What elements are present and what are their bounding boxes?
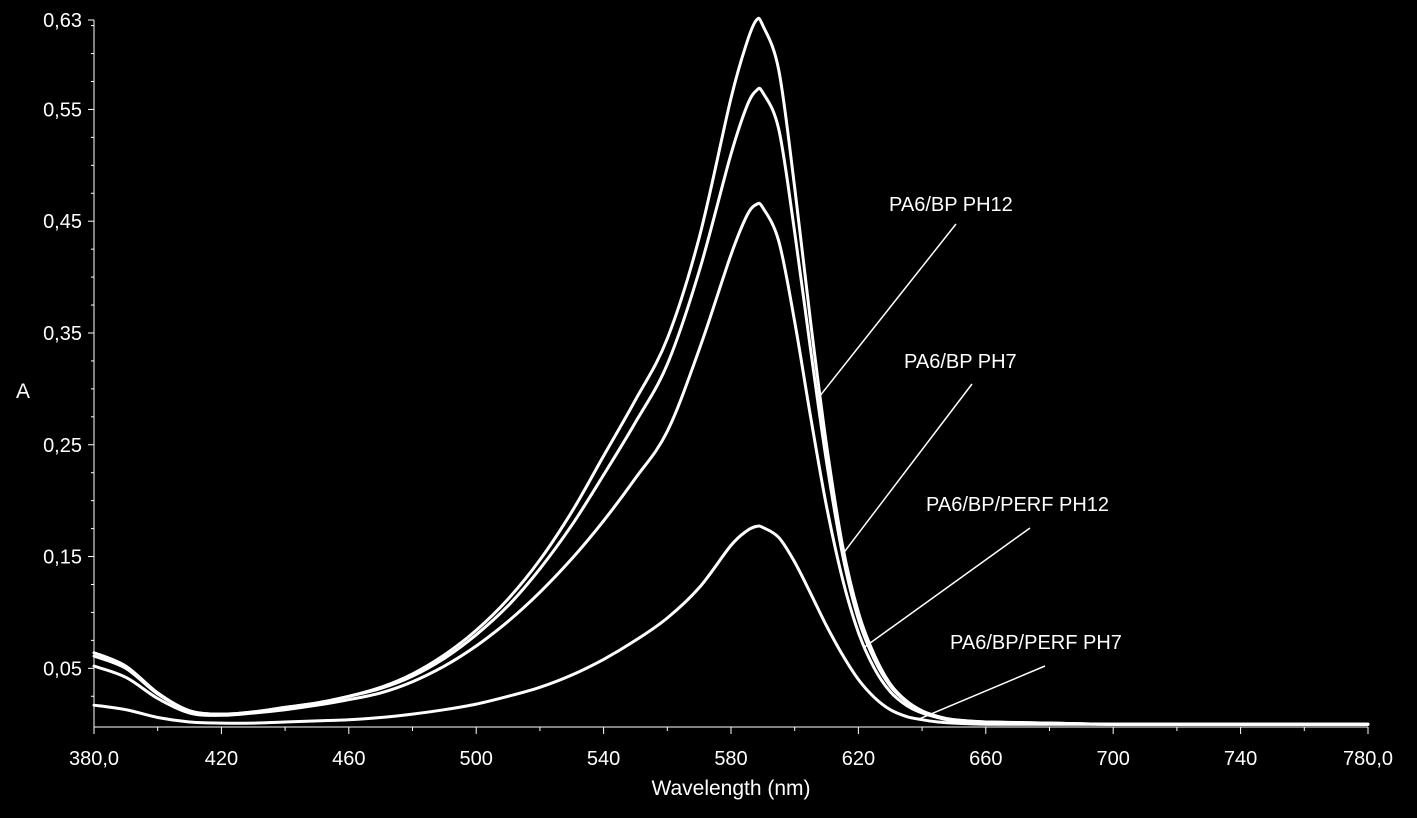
annotation-leader-line xyxy=(864,527,1031,648)
y-axis-title: A xyxy=(16,380,30,403)
x-tick-label: 540 xyxy=(587,748,620,770)
axes-group xyxy=(93,20,1368,728)
y-tick-label: 0,55 xyxy=(43,99,82,121)
annotation-label-pa6-bp-perf-ph12: PA6/BP/PERF PH12 xyxy=(926,494,1109,516)
series-line-pa6-bp-ph12 xyxy=(92,16,1370,726)
x-tick-label: 500 xyxy=(460,748,493,770)
annotations-group: PA6/BP PH12 PA6/BP PH7 PA6/BP/PERF PH12 PA6… xyxy=(819,194,1122,720)
annotation-leader-line xyxy=(841,383,973,555)
x-tick-label: 620 xyxy=(842,748,875,770)
x-tick-label: 780,0 xyxy=(1343,748,1393,770)
y-tick-label: 0,45 xyxy=(43,211,82,233)
series-group xyxy=(92,16,1370,726)
series-line-pa6-bp-perf-ph7 xyxy=(92,524,1370,726)
y-tick-label: 0,35 xyxy=(43,323,82,345)
annotation-leader-line xyxy=(918,665,1046,720)
series-line-pa6-bp-perf-ph12 xyxy=(92,201,1370,726)
x-ticks-group: 380,0 420 460 500 540 580 620 660 700 740 780,0 xyxy=(69,727,1393,770)
annotation-label-pa6-bp-perf-ph7: PA6/BP/PERF PH7 xyxy=(950,632,1122,654)
x-tick-label: 420 xyxy=(205,748,238,770)
x-tick-label: 700 xyxy=(1097,748,1130,770)
annotation-leader-line xyxy=(819,223,957,397)
series-line-pa6-bp-ph7 xyxy=(92,86,1370,726)
annotation-label-pa6-bp-ph12: PA6/BP PH12 xyxy=(889,194,1013,216)
y-tick-label: 0,05 xyxy=(43,658,82,680)
y-ticks-group: 0,05 0,15 0,25 0,35 0,45 0,55 0,63 xyxy=(43,10,94,697)
x-tick-label: 460 xyxy=(332,748,365,770)
x-axis-title: Wavelength (nm) xyxy=(651,777,810,800)
x-tick-label: 740 xyxy=(1224,748,1257,770)
annotation-label-pa6-bp-ph7: PA6/BP PH7 xyxy=(904,351,1017,373)
y-tick-label: 0,15 xyxy=(43,547,82,569)
y-tick-label: 0,63 xyxy=(43,10,82,32)
x-tick-label: 660 xyxy=(969,748,1002,770)
y-tick-label: 0,25 xyxy=(43,435,82,457)
x-tick-label: 380,0 xyxy=(69,748,119,770)
x-tick-label: 580 xyxy=(714,748,747,770)
